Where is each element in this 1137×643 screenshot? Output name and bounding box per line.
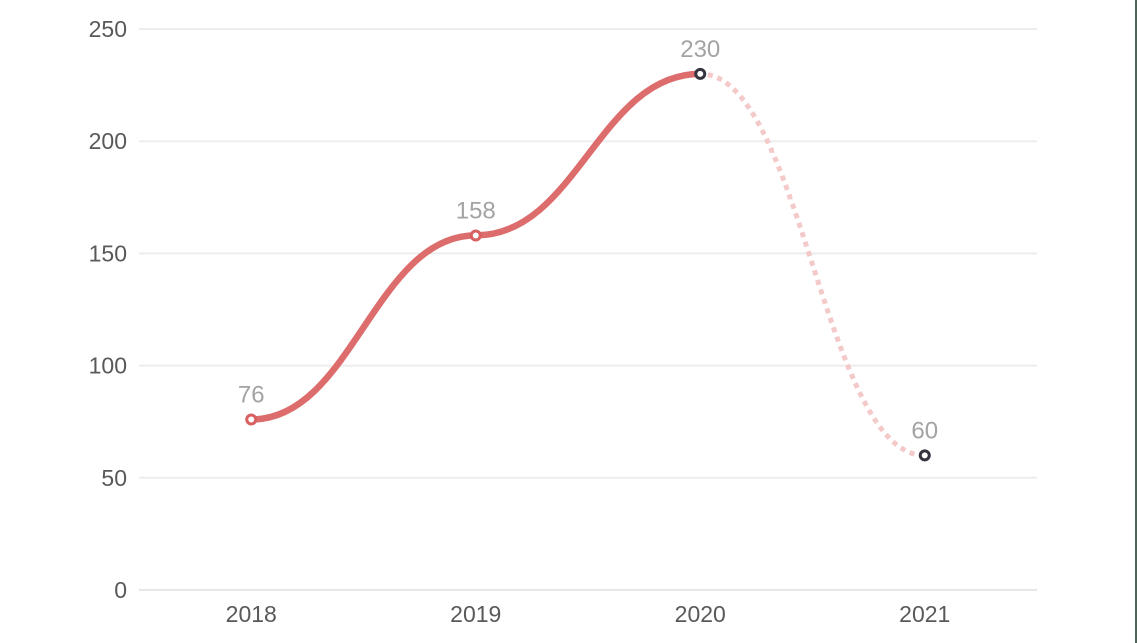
data-point-label: 158: [456, 197, 496, 224]
y-axis-tick-label: 250: [89, 16, 127, 42]
x-axis-tick-label: 2021: [899, 601, 950, 627]
y-axis-tick-label: 50: [101, 465, 127, 491]
data-point-marker: [694, 67, 707, 80]
data-point-label: 230: [680, 36, 720, 63]
data-point-label: 76: [238, 381, 265, 408]
data-point-marker: [469, 229, 482, 242]
y-axis-tick-label: 0: [114, 577, 127, 603]
x-axis-tick-label: 2020: [675, 601, 726, 627]
data-point-label: 60: [911, 417, 938, 444]
data-point-marker: [918, 449, 931, 462]
y-axis-tick-label: 100: [89, 353, 127, 379]
x-axis-tick-label: 2018: [226, 601, 277, 627]
series-line-projected: [697, 71, 928, 458]
x-axis-tick-label: 2019: [450, 601, 501, 627]
right-edge-border: [1135, 0, 1137, 643]
series-line-solid: [248, 70, 704, 423]
y-axis-tick-label: 200: [89, 128, 127, 154]
y-axis-tick-label: 150: [89, 240, 127, 266]
data-point-marker: [245, 413, 258, 426]
